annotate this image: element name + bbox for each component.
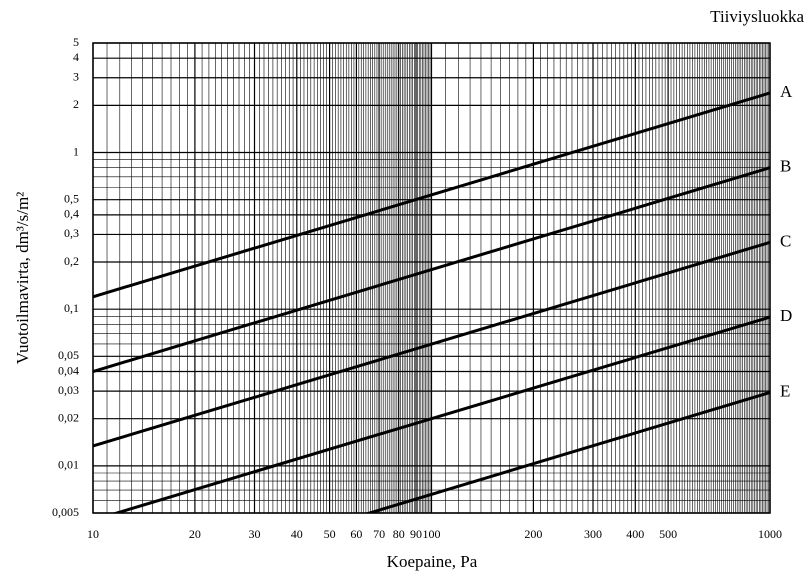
series-label: B (780, 157, 791, 176)
y-tick-label: 0,005 (52, 505, 79, 519)
y-tick-label: 3 (73, 70, 79, 84)
x-tick-label: 10 (87, 527, 99, 541)
series-label: E (780, 381, 790, 400)
x-tick-label: 300 (584, 527, 602, 541)
y-tick-label: 0,4 (64, 207, 79, 221)
x-tick-label: 500 (659, 527, 677, 541)
y-axis-label: Vuotoilmavirta, dm³/s/m² (13, 192, 32, 365)
y-tick-label: 0,5 (64, 191, 79, 205)
plot-frame (92, 42, 771, 514)
y-tick-label: 0,04 (58, 363, 79, 377)
series-line (111, 315, 770, 513)
series-label: A (780, 82, 793, 101)
x-tick-label: 40 (291, 527, 303, 541)
y-tick-label: 0,2 (64, 254, 79, 268)
x-tick-label: 200 (524, 527, 542, 541)
y-tick-label: 1 (73, 144, 79, 158)
series-line (93, 166, 770, 373)
y-tick-label: 0,1 (64, 301, 79, 315)
x-tick-label: 400 (626, 527, 644, 541)
y-tick-label: 0,05 (58, 348, 79, 362)
x-tick-label: 70 (373, 527, 385, 541)
x-tick-label: 1000 (758, 527, 782, 541)
series-line (93, 91, 770, 299)
x-axis-label: Koepaine, Pa (387, 552, 478, 571)
y-tick-label: 0,02 (58, 410, 79, 424)
y-tick-label: 0,03 (58, 383, 79, 397)
x-tick-label: 60 (350, 527, 362, 541)
x-tick-label: 20 (189, 527, 201, 541)
chart-title: Tiiviysluokka (710, 7, 804, 26)
y-tick-label: 2 (73, 97, 79, 111)
x-tick-label: 80 (393, 527, 405, 541)
y-tick-label: 4 (73, 50, 79, 64)
x-tick-label: 100 (423, 527, 441, 541)
series-line (93, 240, 770, 448)
x-tick-label: 50 (324, 527, 336, 541)
series-label: D (780, 306, 792, 325)
y-tick-label: 5 (73, 35, 79, 49)
y-tick-label: 0,01 (58, 458, 79, 472)
y-tick-label: 0,3 (64, 226, 79, 240)
series-label: C (780, 231, 791, 250)
x-tick-label: 30 (249, 527, 261, 541)
series-line (364, 391, 770, 513)
x-tick-label: 90 (410, 527, 422, 541)
